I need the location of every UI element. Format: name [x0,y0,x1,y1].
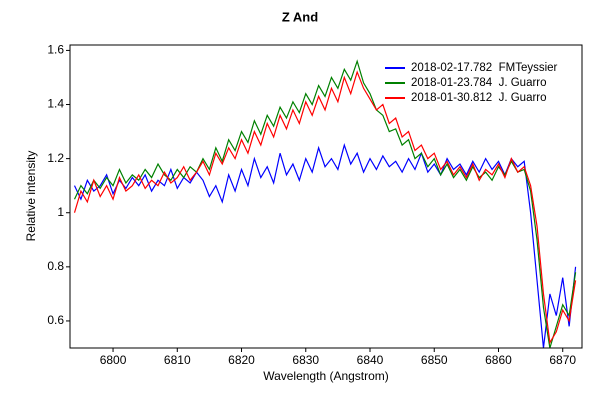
plot-lines [73,59,577,348]
x-tick-label: 6820 [228,353,255,367]
series-line [73,70,577,345]
plot-frame [69,44,583,349]
series-line [73,59,577,348]
x-tick-label: 6800 [100,353,127,367]
y-tick-label: 1 [57,205,64,219]
x-tick-label: 6840 [357,353,384,367]
x-tick-label: 6860 [485,353,512,367]
y-axis-label: Relative intensity [24,151,38,242]
x-tick-label: 6830 [292,353,319,367]
chart-title: Z And [282,9,318,24]
legend-label: 2018-02-17.782 FMTeyssier [411,62,558,74]
legend-label: 2018-01-23.784 J. Guarro [411,77,547,89]
x-axis-label: Wavelength (Angstrom) [263,369,389,383]
series-line [73,143,577,348]
y-tick-label: 0.8 [47,259,64,273]
x-tick-label: 6870 [549,353,576,367]
y-tick-label: 1.4 [47,97,64,111]
y-tick-label: 0.6 [47,313,64,327]
x-tick-label: 6850 [421,353,448,367]
x-tick-label: 6810 [164,353,191,367]
legend-label: 2018-01-30.812 J. Guarro [411,92,547,104]
y-tick-label: 1.2 [47,151,64,165]
y-tick-label: 1.6 [47,43,64,57]
